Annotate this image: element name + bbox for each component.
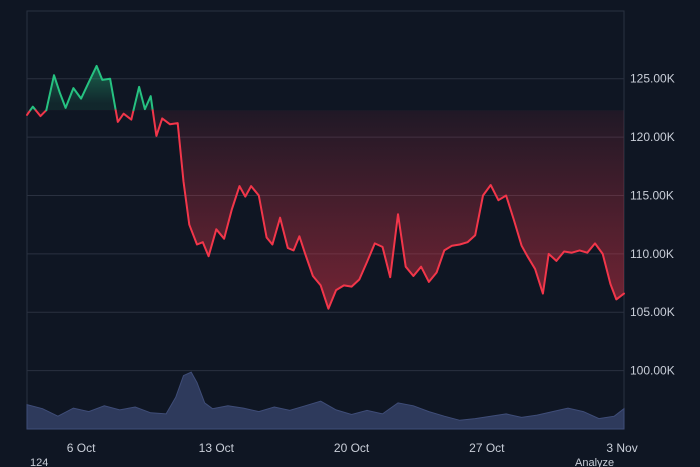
- price-line-up-segment-3: [45, 64, 117, 112]
- price-line-up-segment-5: [132, 85, 154, 112]
- x-tick-label: 6 Oct: [67, 441, 96, 455]
- analyze-link[interactable]: Analyze: [575, 457, 614, 467]
- x-tick-label: 20 Oct: [334, 441, 370, 455]
- y-tick-label: 120.00K: [630, 130, 675, 144]
- y-tick-label: 125.00K: [630, 72, 675, 86]
- price-line-down-segment-6: [151, 109, 625, 310]
- price-line-down-segment-4: [114, 109, 135, 123]
- x-tick-label: 27 Oct: [469, 441, 505, 455]
- volume-area-path: [26, 371, 625, 430]
- y-tick-label: 110.00K: [630, 247, 674, 261]
- price-line-up-segment-1: [29, 105, 37, 112]
- y-axis: 125.00K 120.00K 115.00K 110.00K 105.00K 100.0…: [630, 72, 675, 378]
- x-axis: 6 Oct 13 Oct 20 Oct 27 Oct 3 Nov: [67, 441, 638, 455]
- y-tick-label: 100.00K: [630, 364, 675, 378]
- baseline-fill-area: [27, 65, 624, 309]
- price-line-series: [26, 64, 625, 310]
- area-below-baseline: [27, 110, 624, 309]
- bottom-left-label: 124: [30, 457, 48, 467]
- y-tick-label: 105.00K: [630, 305, 675, 319]
- price-line-down-segment-2: [34, 109, 48, 118]
- y-tick-label: 115.00K: [630, 188, 674, 202]
- area-above-baseline: [27, 65, 624, 111]
- volume-area: [26, 371, 625, 430]
- x-tick-label: 3 Nov: [606, 441, 637, 455]
- x-tick-label: 13 Oct: [199, 441, 235, 455]
